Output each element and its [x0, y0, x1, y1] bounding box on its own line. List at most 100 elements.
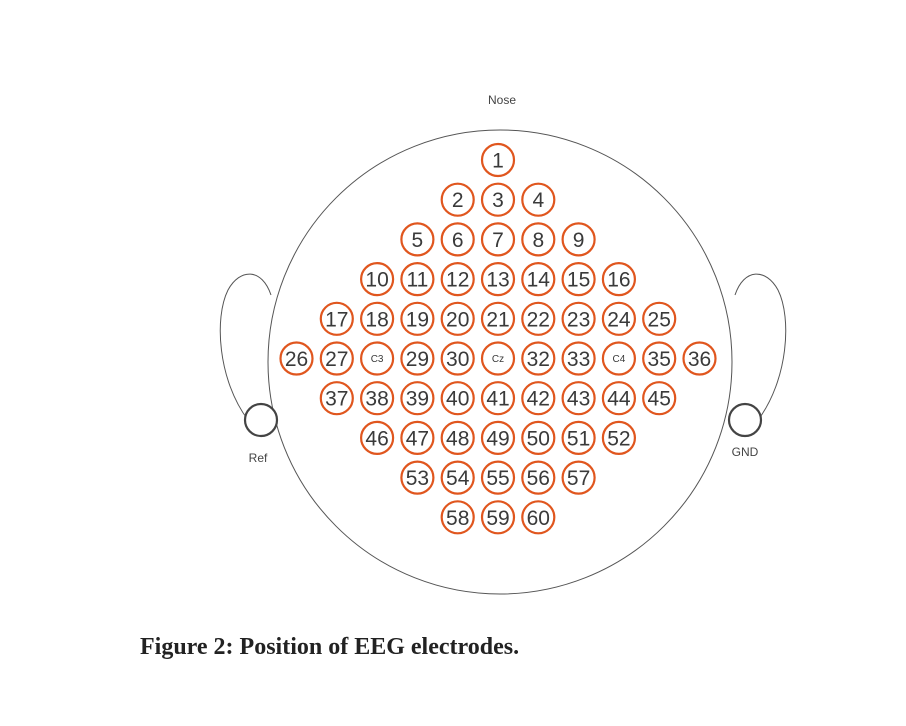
electrode-42	[521, 381, 556, 416]
electrode-label-57: 57	[567, 467, 590, 490]
electrode-5	[400, 222, 435, 257]
electrode-label-18: 18	[365, 308, 388, 331]
electrode-59	[480, 500, 516, 535]
electrode-label-40: 40	[446, 388, 469, 411]
electrode-14	[521, 262, 556, 297]
electrode-43	[561, 381, 596, 416]
electrode-label-22: 22	[527, 308, 550, 331]
head-outline	[267, 129, 733, 595]
electrode-58	[440, 500, 475, 535]
electrode-label-17: 17	[325, 308, 348, 331]
electrode-label-27: 27	[325, 348, 348, 371]
electrode-label-2: 2	[452, 189, 464, 212]
electrode-label-51: 51	[567, 427, 590, 450]
gnd-label: GND	[732, 445, 759, 459]
electrode-label-59: 59	[486, 507, 509, 530]
electrode-4	[521, 182, 556, 217]
electrode-44	[601, 381, 637, 416]
electrode-49	[480, 420, 516, 455]
electrode-47	[400, 420, 435, 455]
electrode-label-38: 38	[365, 388, 388, 411]
electrode-label-49: 49	[486, 427, 509, 450]
electrode-18	[360, 301, 395, 336]
electrode-label-45: 45	[648, 388, 671, 411]
electrode-36	[682, 341, 717, 376]
electrode-label-19: 19	[406, 308, 429, 331]
electrode-56	[521, 460, 556, 495]
electrode-17	[319, 301, 354, 336]
electrode-11	[400, 262, 435, 297]
electrode-19	[400, 301, 435, 336]
electrode-label-30: 30	[446, 348, 469, 371]
ref-electrode	[243, 402, 279, 438]
electrode-54	[440, 460, 475, 495]
electrode-label-15: 15	[567, 269, 590, 292]
electrode-label-3: 3	[492, 189, 504, 212]
electrode-label-c3: C3	[371, 354, 384, 365]
electrode-24	[601, 301, 637, 336]
electrode-c3	[360, 341, 395, 376]
electrode-label-8: 8	[532, 229, 544, 252]
nose-label: Nose	[488, 93, 516, 107]
electrode-12	[440, 262, 475, 297]
electrode-label-47: 47	[406, 427, 429, 450]
electrode-label-48: 48	[446, 427, 469, 450]
electrode-52	[601, 420, 637, 455]
electrode-label-43: 43	[567, 388, 590, 411]
electrode-13	[480, 262, 516, 297]
electrode-label-50: 50	[527, 427, 550, 450]
electrode-label-9: 9	[573, 229, 585, 252]
electrode-label-29: 29	[406, 348, 429, 371]
electrode-26	[279, 341, 314, 376]
electrode-label-6: 6	[452, 229, 464, 252]
electrode-label-11: 11	[406, 269, 428, 292]
left-ear	[219, 273, 272, 421]
electrode-label-26: 26	[285, 348, 308, 371]
electrode-38	[360, 381, 395, 416]
electrode-label-56: 56	[527, 467, 550, 490]
electrode-label-33: 33	[567, 348, 590, 371]
electrode-10	[360, 262, 395, 297]
electrode-label-54: 54	[446, 467, 470, 490]
electrode-16	[601, 262, 637, 297]
electrode-20	[440, 301, 475, 336]
electrode-7	[480, 222, 516, 257]
electrode-label-58: 58	[446, 507, 469, 530]
electrode-6	[440, 222, 475, 257]
electrode-cz	[480, 341, 516, 376]
electrode-51	[561, 420, 596, 455]
electrode-39	[400, 381, 435, 416]
ref-label: Ref	[249, 451, 268, 465]
right-ear	[734, 273, 787, 421]
electrode-label-53: 53	[406, 467, 429, 490]
gnd-electrode	[727, 402, 763, 438]
electrode-25	[642, 301, 677, 336]
electrode-label-41: 41	[486, 388, 509, 411]
electrode-label-60: 60	[527, 507, 550, 530]
electrode-37	[319, 381, 354, 416]
electrode-label-42: 42	[527, 388, 550, 411]
electrode-label-12: 12	[446, 269, 469, 292]
electrode-label-35: 35	[648, 348, 671, 371]
electrode-label-16: 16	[607, 269, 630, 292]
electrode-label-4: 4	[532, 189, 544, 212]
electrode-label-25: 25	[648, 308, 671, 331]
electrode-label-c4: C4	[613, 354, 626, 365]
electrode-1	[480, 142, 516, 178]
electrode-50	[521, 420, 556, 455]
electrode-label-20: 20	[446, 308, 469, 331]
electrode-label-1: 1	[492, 150, 504, 173]
electrode-8	[521, 222, 556, 257]
electrode-15	[561, 262, 596, 297]
electrode-23	[561, 301, 596, 336]
electrode-label-21: 21	[486, 308, 509, 331]
electrode-29	[400, 341, 435, 376]
electrode-label-46: 46	[365, 427, 388, 450]
electrode-35	[642, 341, 677, 376]
electrode-48	[440, 420, 475, 455]
electrode-label-52: 52	[607, 427, 630, 450]
electrode-30	[440, 341, 475, 376]
electrode-55	[480, 460, 516, 495]
